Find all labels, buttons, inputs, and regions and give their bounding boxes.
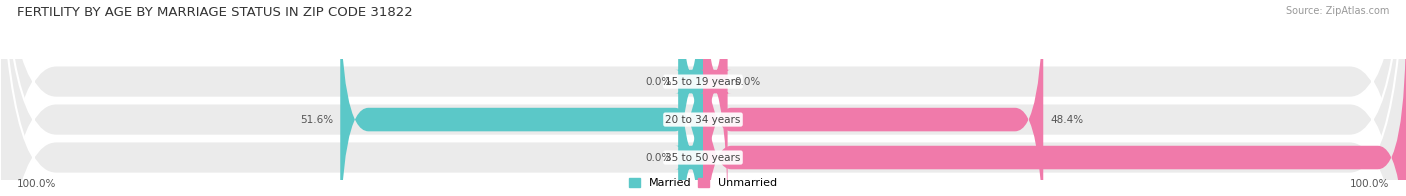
Text: 20 to 34 years: 20 to 34 years (665, 114, 741, 125)
FancyBboxPatch shape (340, 0, 703, 196)
FancyBboxPatch shape (700, 0, 731, 196)
FancyBboxPatch shape (703, 0, 1043, 196)
FancyBboxPatch shape (675, 17, 707, 196)
Text: 0.0%: 0.0% (734, 77, 761, 87)
Text: Source: ZipAtlas.com: Source: ZipAtlas.com (1285, 6, 1389, 16)
Text: 0.0%: 0.0% (645, 152, 672, 162)
Text: 48.4%: 48.4% (1050, 114, 1084, 125)
Text: 51.6%: 51.6% (299, 114, 333, 125)
FancyBboxPatch shape (675, 0, 707, 196)
Legend: Married, Unmarried: Married, Unmarried (627, 176, 779, 191)
FancyBboxPatch shape (703, 17, 1406, 196)
Text: 0.0%: 0.0% (645, 77, 672, 87)
Text: 100.0%: 100.0% (1350, 179, 1389, 189)
Text: 35 to 50 years: 35 to 50 years (665, 152, 741, 162)
Text: 15 to 19 years: 15 to 19 years (665, 77, 741, 87)
Text: FERTILITY BY AGE BY MARRIAGE STATUS IN ZIP CODE 31822: FERTILITY BY AGE BY MARRIAGE STATUS IN Z… (17, 6, 412, 19)
Text: 100.0%: 100.0% (17, 179, 56, 189)
